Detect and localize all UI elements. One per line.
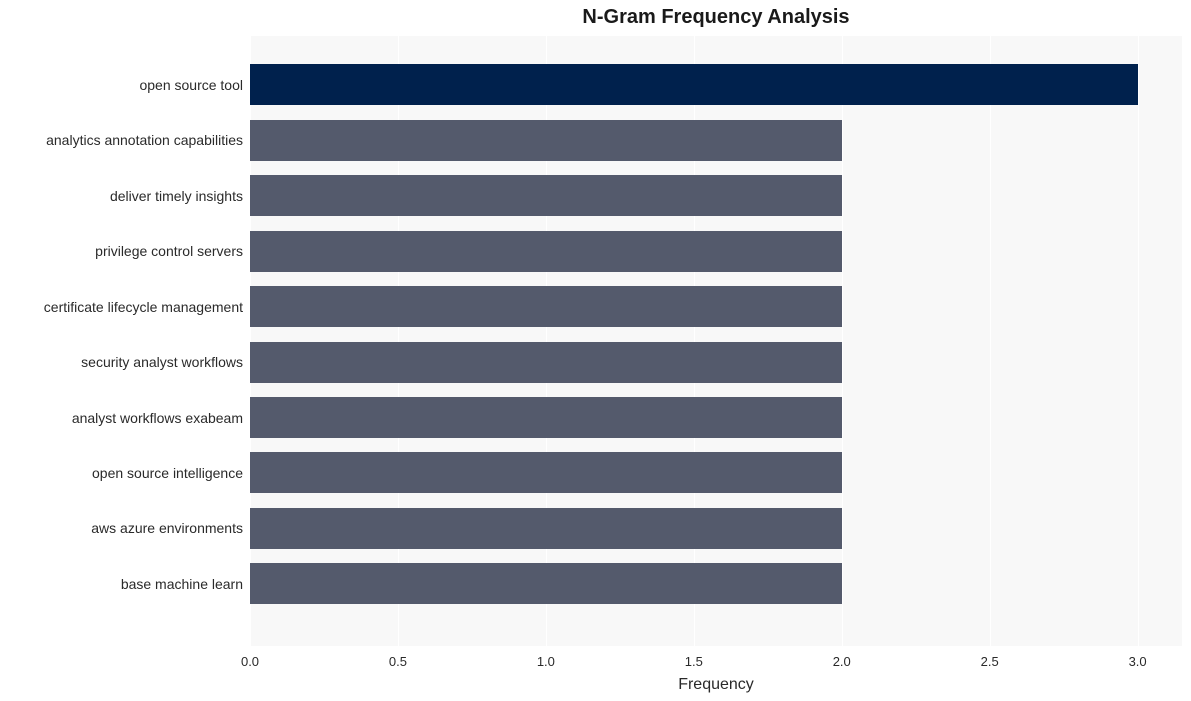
- x-tick-label: 0.0: [241, 654, 259, 669]
- y-tick-label: certificate lifecycle management: [44, 299, 243, 315]
- chart-title: N-Gram Frequency Analysis: [250, 6, 1182, 29]
- bar: [250, 64, 1138, 105]
- bar: [250, 286, 842, 327]
- y-tick-label: aws azure environments: [91, 520, 243, 536]
- y-tick-label: analytics annotation capabilities: [46, 132, 243, 148]
- y-tick-label: base machine learn: [121, 576, 243, 592]
- gridline: [842, 36, 843, 646]
- x-tick-label: 2.5: [981, 654, 999, 669]
- bar: [250, 231, 842, 272]
- x-tick-label: 3.0: [1129, 654, 1147, 669]
- bar: [250, 120, 842, 161]
- x-tick-label: 0.5: [389, 654, 407, 669]
- bar: [250, 508, 842, 549]
- bar: [250, 563, 842, 604]
- ngram-frequency-chart: N-Gram Frequency Analysis Frequency 0.0 0…: [0, 0, 1191, 701]
- y-tick-label: deliver timely insights: [110, 188, 243, 204]
- x-tick-label: 1.0: [537, 654, 555, 669]
- y-tick-label: analyst workflows exabeam: [72, 410, 243, 426]
- bar: [250, 342, 842, 383]
- x-tick-label: 1.5: [685, 654, 703, 669]
- bar: [250, 452, 842, 493]
- y-tick-label: open source intelligence: [92, 465, 243, 481]
- gridline: [990, 36, 991, 646]
- y-tick-label: privilege control servers: [95, 243, 243, 259]
- y-tick-label: open source tool: [139, 77, 243, 93]
- gridline: [1138, 36, 1139, 646]
- x-tick-label: 2.0: [833, 654, 851, 669]
- y-tick-label: security analyst workflows: [81, 354, 243, 370]
- plot-area: [250, 36, 1182, 646]
- x-axis-label: Frequency: [250, 676, 1182, 694]
- bar: [250, 397, 842, 438]
- bar: [250, 175, 842, 216]
